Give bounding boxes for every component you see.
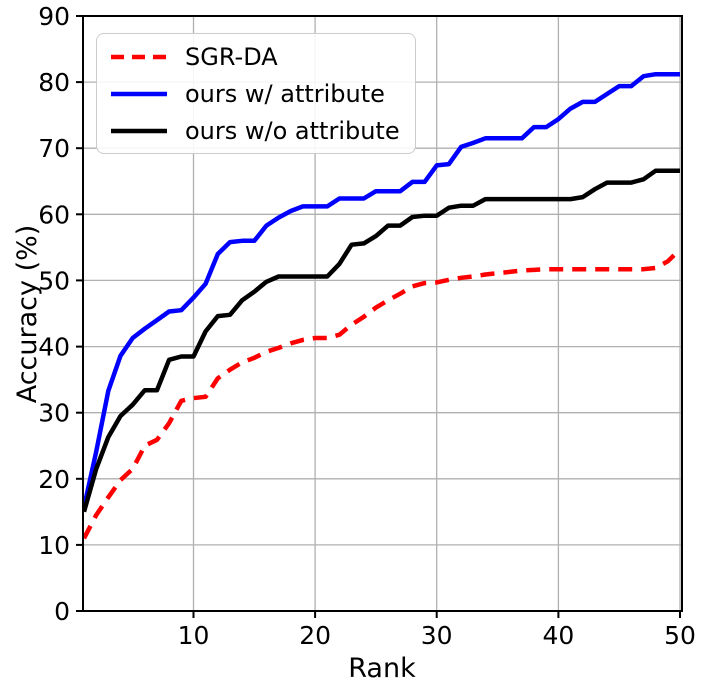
y-tick-label: 30 — [38, 399, 70, 428]
x-tick-label: 50 — [664, 621, 696, 650]
legend-line-dashed-red-icon — [111, 54, 167, 59]
legend-line-solid-black-icon — [111, 128, 167, 133]
y-tick-label: 0 — [54, 597, 70, 626]
y-tick-label: 40 — [38, 333, 70, 362]
series-layer — [81, 71, 682, 540]
legend-label-sgr-da: SGR-DA — [185, 42, 278, 71]
series-line-2 — [81, 168, 680, 513]
y-tick-label: 60 — [38, 200, 70, 229]
tick-layer: 10 20 30 40 50 0 10 20 30 40 50 60 70 80 90 — [38, 2, 696, 650]
y-tick-label: 50 — [38, 266, 70, 295]
legend-item-ours-without-attribute: ours w/o attribute — [110, 112, 400, 149]
x-tick-label: 30 — [421, 621, 453, 650]
legend-item-sgr-da: SGR-DA — [110, 38, 400, 75]
y-tick-label: 20 — [38, 465, 70, 494]
y-tick-label: 80 — [38, 68, 70, 97]
plot-border — [82, 15, 683, 612]
series-line-1 — [81, 71, 680, 508]
legend: SGR-DA ours w/ attribute ours w/o attrib… — [96, 33, 416, 154]
legend-label-ours-without-attribute: ours w/o attribute — [185, 116, 400, 145]
legend-label-ours-with-attribute: ours w/ attribute — [185, 79, 385, 108]
x-tick-label: 20 — [299, 621, 331, 650]
x-tick-label: 10 — [178, 621, 210, 650]
y-tick-label: 90 — [38, 2, 70, 31]
series-line-0 — [82, 247, 682, 540]
x-tick-label: 40 — [542, 621, 574, 650]
y-tick-label: 10 — [38, 531, 70, 560]
legend-line-solid-blue-icon — [111, 91, 167, 96]
legend-item-ours-with-attribute: ours w/ attribute — [110, 75, 400, 112]
y-tick-label: 70 — [38, 134, 70, 163]
y-axis-label: Accuracy (%) — [12, 225, 43, 404]
x-axis-label: Rank — [348, 653, 416, 684]
